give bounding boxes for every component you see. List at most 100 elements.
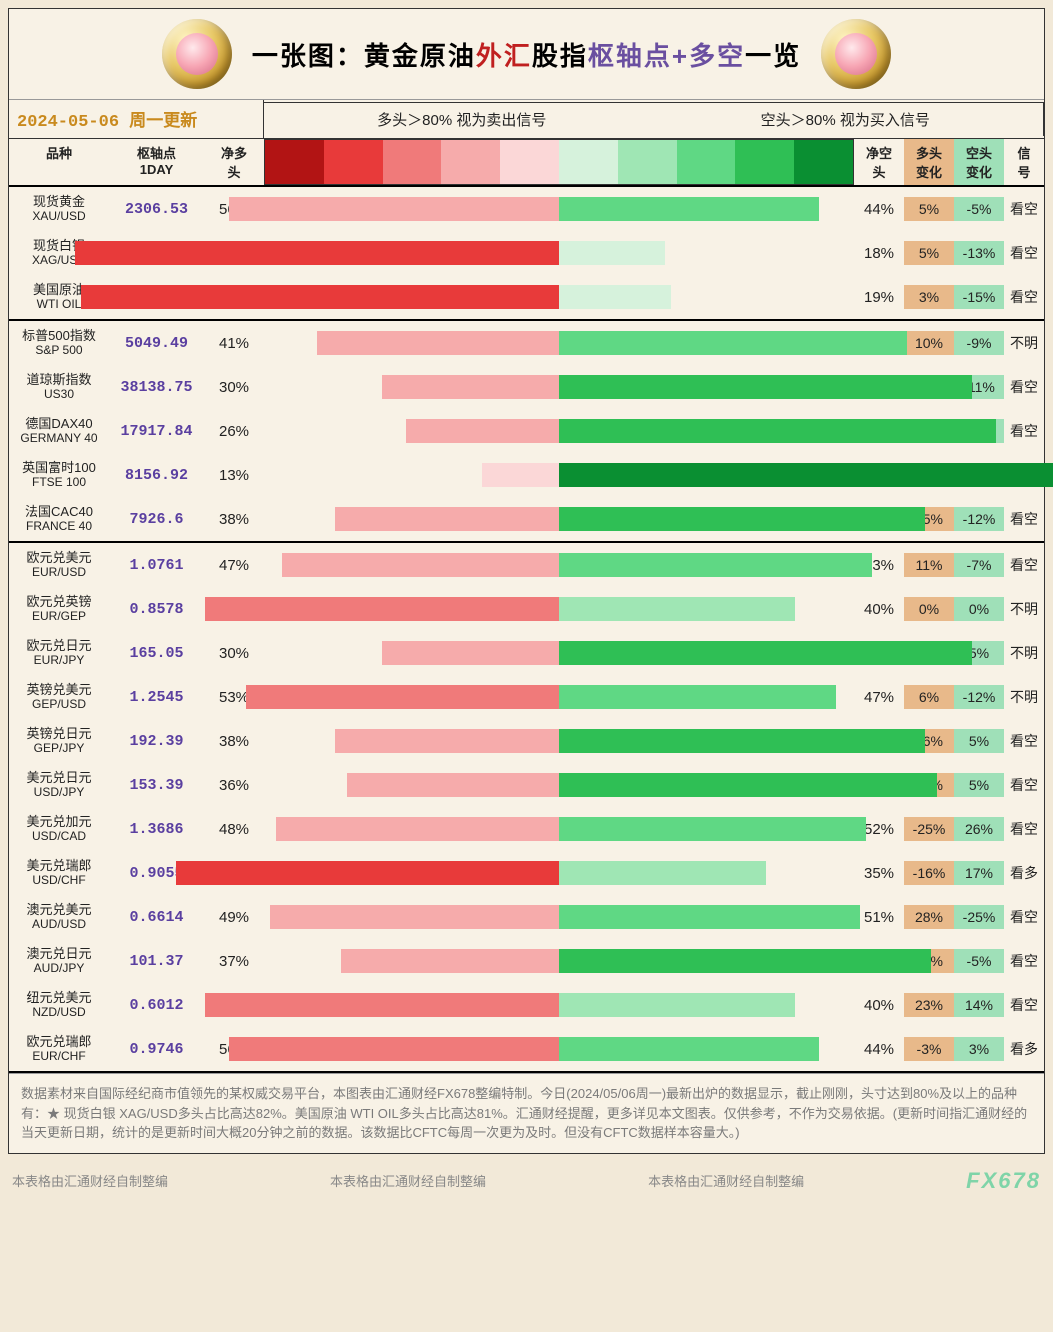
signal: 看空 [1004, 283, 1044, 311]
short-bar [559, 905, 860, 929]
table-row: 欧元兑日元EUR/JPY165.0530%70%9%5%不明 [9, 631, 1044, 675]
pivot-value: 1.3686 [109, 817, 204, 842]
long-change: 5% [904, 197, 954, 221]
instrument-name: 美元兑加元USD/CAD [9, 811, 109, 848]
long-change: 0% [904, 597, 954, 621]
diverging-bar [264, 773, 854, 797]
short-change: -12% [954, 507, 1004, 531]
net-long-pct: 38% [204, 507, 264, 532]
gradient-swatch [441, 140, 500, 184]
gradient-swatch [265, 140, 324, 184]
diverging-bar [264, 993, 854, 1017]
net-long-pct: 26% [204, 419, 264, 444]
table-row: 欧元兑瑞郎EUR/CHF0.974656%44%-3%3%看多 [9, 1027, 1044, 1071]
long-bar [341, 949, 559, 973]
signal: 看空 [1004, 947, 1044, 975]
net-long-pct: 49% [204, 905, 264, 930]
pivot-value: 192.39 [109, 729, 204, 754]
long-bar [406, 419, 559, 443]
net-short-pct: 35% [854, 861, 904, 886]
diverging-bar [264, 641, 854, 665]
footnote: 数据素材来自国际经纪商市值领先的某权威交易平台，本图表由汇通财经FX678整编特… [9, 1073, 1044, 1153]
table-row: 欧元兑英镑EUR/GEP0.857860%40%0%0%不明 [9, 587, 1044, 631]
signal: 看空 [1004, 771, 1044, 799]
short-bar [559, 241, 665, 265]
table-row: 澳元兑美元AUD/USD0.661449%51%28%-25%看空 [9, 895, 1044, 939]
instrument-name: 欧元兑瑞郎EUR/CHF [9, 1031, 109, 1068]
diverging-bar [264, 817, 854, 841]
column-headers: 品种 枢轴点 1DAY 净多 头 净空 头 多头 变化 空头 变化 信 号 [9, 139, 1044, 187]
title-seg-5: +多空 [672, 41, 745, 71]
hdr-long: 净多 头 [204, 139, 264, 185]
table-row: 标普500指数S&P 5005049.4941%59%10%-9%不明 [9, 321, 1044, 365]
short-bar [559, 773, 937, 797]
signal: 看空 [1004, 815, 1044, 843]
hdr-name: 品种 [9, 139, 109, 185]
table-row: 美元兑瑞郎USD/CHF0.905565%35%-16%17%看多 [9, 851, 1044, 895]
table-row: 英国富时100FTSE 1008156.9213%87%-2%0%看多 [9, 453, 1044, 497]
pivot-value: 1.2545 [109, 685, 204, 710]
table-row: 美元兑日元USD/JPY153.3936%64%10%5%看空 [9, 763, 1044, 807]
long-bar [335, 507, 559, 531]
instrument-name: 道琼斯指数US30 [9, 369, 109, 406]
gradient-swatch [618, 140, 677, 184]
instrument-name: 美元兑日元USD/JPY [9, 767, 109, 804]
net-long-pct: 13% [204, 463, 264, 488]
short-change: -7% [954, 553, 1004, 577]
instrument-name: 澳元兑美元AUD/USD [9, 899, 109, 936]
pivot-value: 17917.84 [109, 419, 204, 444]
short-bar [559, 817, 866, 841]
group: 现货黄金XAU/USD2306.5356%44%5%-5%看空现货白银XAG/U… [9, 187, 1044, 321]
table-row: 现货白银XAG/USD26.75582%18%5%-13%看空 [9, 231, 1044, 275]
diverging-bar [264, 463, 854, 487]
diverging-bar [264, 331, 854, 355]
credit-2: 本表格由汇通财经自制整编 [330, 1171, 486, 1190]
short-bar [559, 197, 819, 221]
instrument-name: 英镑兑日元GEP/JPY [9, 723, 109, 760]
instrument-name: 英镑兑美元GEP/USD [9, 679, 109, 716]
net-long-pct: 38% [204, 729, 264, 754]
short-bar [559, 507, 925, 531]
instrument-name: 法国CAC40FRANCE 40 [9, 501, 109, 538]
long-change: 10% [904, 331, 954, 355]
update-date: 2024-05-06 周一更新 [9, 100, 264, 138]
instrument-name: 德国DAX40GERMANY 40 [9, 413, 109, 450]
instrument-name: 欧元兑美元EUR/USD [9, 547, 109, 584]
gradient-swatch [324, 140, 383, 184]
short-change: -5% [954, 949, 1004, 973]
subheader: 2024-05-06 周一更新 多头＞80% 视为卖出信号 空头＞80% 视为买… [9, 100, 1044, 139]
gradient-swatch [735, 140, 794, 184]
table-row: 欧元兑美元EUR/USD1.076147%53%11%-7%看空 [9, 543, 1044, 587]
table-row: 英镑兑日元GEP/JPY192.3938%62%26%5%看空 [9, 719, 1044, 763]
title-seg-1: 一张图：黄金原油 [252, 41, 476, 71]
pivot-value: 0.9746 [109, 1037, 204, 1062]
net-long-pct: 41% [204, 331, 264, 356]
pivot-value: 5049.49 [109, 331, 204, 356]
long-bar [246, 685, 559, 709]
short-bar [559, 597, 795, 621]
signal: 看空 [1004, 417, 1044, 445]
signal: 看空 [1004, 991, 1044, 1019]
hdr-gradient [264, 139, 854, 185]
long-bar [335, 729, 559, 753]
short-bar [559, 285, 671, 309]
data-body: 现货黄金XAU/USD2306.5356%44%5%-5%看空现货白银XAG/U… [9, 187, 1044, 1073]
short-change: -12% [954, 685, 1004, 709]
table-row: 澳元兑日元AUD/JPY101.3737%63%16%-5%看空 [9, 939, 1044, 983]
net-short-pct: 19% [854, 285, 904, 310]
net-short-pct: 40% [854, 597, 904, 622]
diverging-bar [264, 685, 854, 709]
gradient-swatch [794, 140, 853, 184]
hdr-short: 净空 头 [854, 139, 904, 185]
short-bar [559, 419, 996, 443]
signal: 看空 [1004, 505, 1044, 533]
long-bar [205, 597, 559, 621]
short-change: 17% [954, 861, 1004, 885]
long-bar [229, 197, 559, 221]
signal: 看空 [1004, 195, 1044, 223]
group: 欧元兑美元EUR/USD1.076147%53%11%-7%看空欧元兑英镑EUR… [9, 543, 1044, 1073]
net-short-pct: 44% [854, 1037, 904, 1062]
group: 标普500指数S&P 5005049.4941%59%10%-9%不明道琼斯指数… [9, 321, 1044, 543]
short-change: 5% [954, 729, 1004, 753]
table-row: 美国原油WTI OIL78.3981%19%3%-15%看空 [9, 275, 1044, 319]
